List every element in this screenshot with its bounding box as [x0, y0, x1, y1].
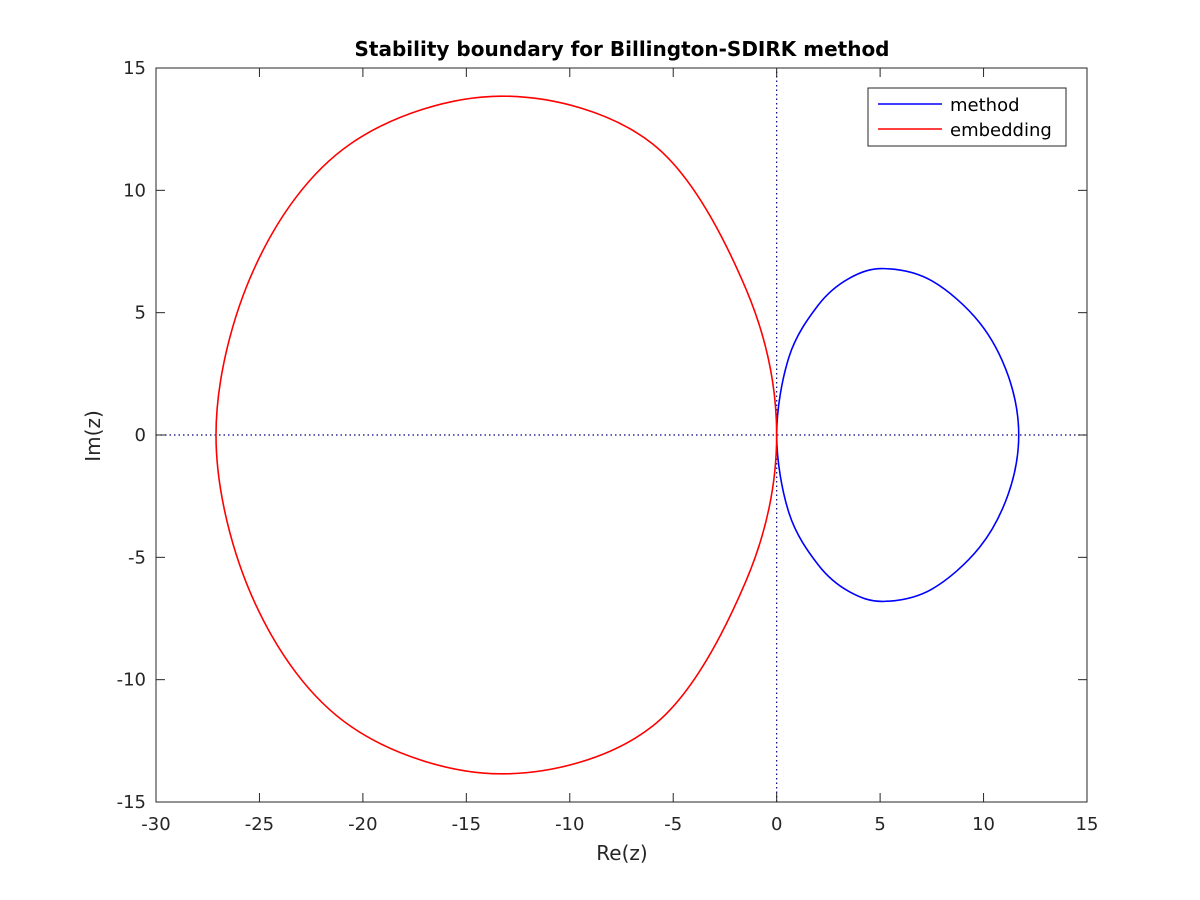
x-tick-label: -20: [348, 814, 377, 835]
x-tick-label: 10: [972, 814, 995, 835]
axes-box: [155, 67, 1088, 803]
y-tick-label: 5: [135, 303, 146, 324]
x-tick-label: 0: [771, 814, 782, 835]
legend-label-embedding: embedding: [950, 120, 1052, 141]
y-tick-label: -15: [117, 792, 146, 813]
legend: method embedding: [867, 87, 1067, 147]
x-tick-label: 15: [1076, 814, 1099, 835]
x-axis-label: Re(z): [596, 841, 647, 865]
legend-label-method: method: [950, 95, 1020, 116]
x-tick-label: -25: [245, 814, 274, 835]
y-tick-label: -10: [117, 670, 146, 691]
y-axis-label: Im(z): [81, 410, 105, 461]
y-tick-label: 15: [123, 58, 146, 79]
y-tick-label: 10: [123, 180, 146, 201]
legend-box: [867, 87, 1067, 147]
plot-area: -30 -25 -20 -15 -10 -5 0 5 10 15 -15 -10 -5 0 5 10 15: [117, 58, 1099, 835]
series-embedding-curve: [215, 95, 778, 775]
x-tick-label: 5: [874, 814, 885, 835]
chart-title: Stability boundary for Billington-SDIRK …: [354, 37, 889, 61]
axes-border: [155, 67, 1088, 803]
x-tick-label: -5: [664, 814, 682, 835]
x-tick-label: -10: [555, 814, 584, 835]
y-tick-label: -5: [128, 547, 146, 568]
y-tick-label: 0: [135, 425, 146, 446]
series-method-curve: [775, 267, 1020, 603]
ticks: -30 -25 -20 -15 -10 -5 0 5 10 15 -15 -10 -5 0 5 10 15: [117, 58, 1099, 835]
x-tick-label: -15: [452, 814, 481, 835]
x-tick-label: -30: [141, 814, 170, 835]
curves: [156, 68, 1087, 802]
